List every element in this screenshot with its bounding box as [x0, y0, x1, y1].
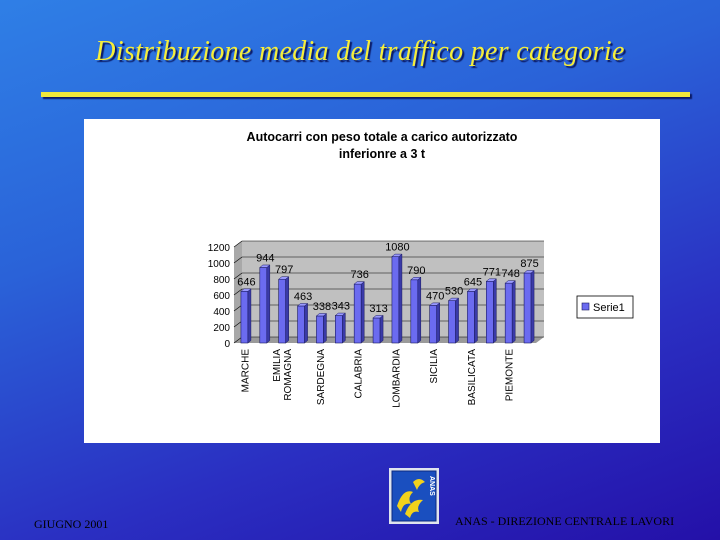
category-label: ROMAGNA [283, 349, 294, 401]
bar [523, 272, 532, 344]
bar-side [455, 297, 459, 344]
data-label: 313 [369, 303, 387, 315]
footer-organization: ANAS - DIREZIONE CENTRALE LAVORI [455, 514, 675, 528]
chart-title: Autocarri con peso totale a carico autor… [234, 129, 530, 163]
bar-side [493, 278, 497, 344]
data-label: 875 [520, 258, 538, 270]
y-tick-label: 400 [213, 307, 230, 318]
gridline-depth [233, 288, 243, 296]
data-label: 646 [237, 276, 255, 288]
bar [467, 291, 475, 344]
bar-top [353, 281, 365, 285]
category-label: BASILICATA [467, 349, 478, 406]
bar-top [391, 253, 403, 257]
y-tick-label: 1200 [208, 243, 231, 254]
data-label: 530 [445, 286, 463, 298]
bar-top [296, 303, 309, 307]
category-label: LOMBARDIA [391, 349, 402, 408]
legend-box [576, 295, 634, 319]
bar [448, 300, 456, 344]
bar [316, 315, 324, 344]
bar-top [277, 276, 290, 280]
data-label: 736 [351, 269, 369, 281]
bar-side [530, 269, 535, 344]
bar-side [379, 314, 384, 344]
data-label: 797 [275, 264, 293, 276]
bar-top [523, 270, 535, 274]
data-label: 470 [426, 290, 444, 302]
category-label: SARDEGNA [316, 349, 327, 405]
bar-side [247, 288, 252, 344]
gridline-depth [233, 240, 243, 248]
gridline-depth [233, 256, 243, 264]
data-label: 748 [502, 268, 520, 280]
plot-floor [234, 337, 544, 343]
data-label: 338 [313, 301, 331, 313]
logo-text: ANAS [428, 476, 435, 496]
category-label: CALABRIA [354, 349, 365, 399]
bar [429, 305, 437, 344]
bar-top [428, 302, 441, 306]
bar-side [417, 276, 422, 344]
chart-title-line-2: inferionre a 3 t [338, 147, 426, 161]
bar-top [447, 297, 460, 301]
bar-side [436, 302, 440, 344]
bar-side [398, 253, 403, 344]
chart-panel: Autocarri con peso totale a carico autor… [84, 119, 660, 443]
chart-title-line-1: Autocarri con peso totale a carico autor… [246, 130, 518, 144]
bar-top [315, 313, 328, 317]
y-tick-label: 800 [213, 275, 230, 286]
bar-top [410, 277, 422, 281]
bar [335, 315, 343, 344]
bar [410, 279, 419, 344]
bar-side [304, 302, 308, 344]
bar-top [372, 315, 384, 319]
bar [486, 281, 494, 344]
data-label: 463 [294, 291, 312, 303]
bar-side [474, 288, 478, 344]
bar-top [240, 288, 252, 292]
bar [240, 291, 249, 344]
footer-date: GIUGNO 2001 [34, 517, 109, 531]
legend-swatch [581, 302, 590, 311]
y-tick-label: 1000 [208, 259, 231, 270]
bar [391, 256, 400, 344]
bar-side [266, 264, 271, 344]
bar-side [511, 280, 516, 344]
bar-side [360, 281, 365, 344]
bar-side [342, 312, 346, 344]
bar [297, 305, 305, 344]
slide-title: Distribuzione media del traffico per cat… [95, 36, 625, 67]
bar [504, 282, 513, 344]
anas-logo: ANAS [389, 468, 439, 524]
category-label: SICILIA [429, 349, 440, 384]
category-label: MARCHE [240, 349, 251, 393]
bar-side [323, 312, 327, 344]
bar-top [504, 280, 516, 284]
data-label: 944 [256, 252, 274, 264]
data-label: 645 [464, 276, 482, 288]
bar-top [334, 312, 347, 316]
legend-label: Serie1 [593, 302, 625, 314]
bar [278, 278, 286, 344]
category-label: PIEMONTE [505, 349, 516, 402]
bar-top [485, 278, 498, 282]
data-label: 790 [407, 265, 425, 277]
bar-side [285, 276, 289, 344]
title-underline [41, 92, 690, 97]
bar [259, 267, 268, 344]
data-label: 343 [332, 301, 350, 313]
bar [353, 283, 362, 344]
data-label: 1080 [385, 242, 409, 254]
bar-top [259, 264, 271, 268]
gridline-depth [233, 272, 243, 280]
y-tick-label: 600 [213, 291, 230, 302]
y-tick-label: 0 [224, 339, 230, 350]
category-label: EMILIA [272, 349, 283, 382]
data-label: 771 [483, 266, 501, 278]
bar [372, 317, 381, 344]
bar-top [466, 288, 479, 292]
y-tick-label: 200 [213, 323, 230, 334]
